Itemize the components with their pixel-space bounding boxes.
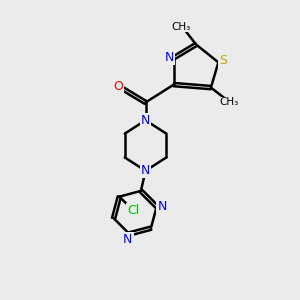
Text: CH₃: CH₃ xyxy=(219,98,239,107)
Text: N: N xyxy=(141,114,150,127)
Text: Cl: Cl xyxy=(127,204,139,217)
Text: N: N xyxy=(123,233,133,246)
Text: CH₃: CH₃ xyxy=(172,22,191,32)
Text: N: N xyxy=(165,51,174,64)
Text: N: N xyxy=(157,200,167,213)
Text: O: O xyxy=(113,80,123,93)
Text: S: S xyxy=(219,54,227,67)
Text: N: N xyxy=(141,164,150,177)
